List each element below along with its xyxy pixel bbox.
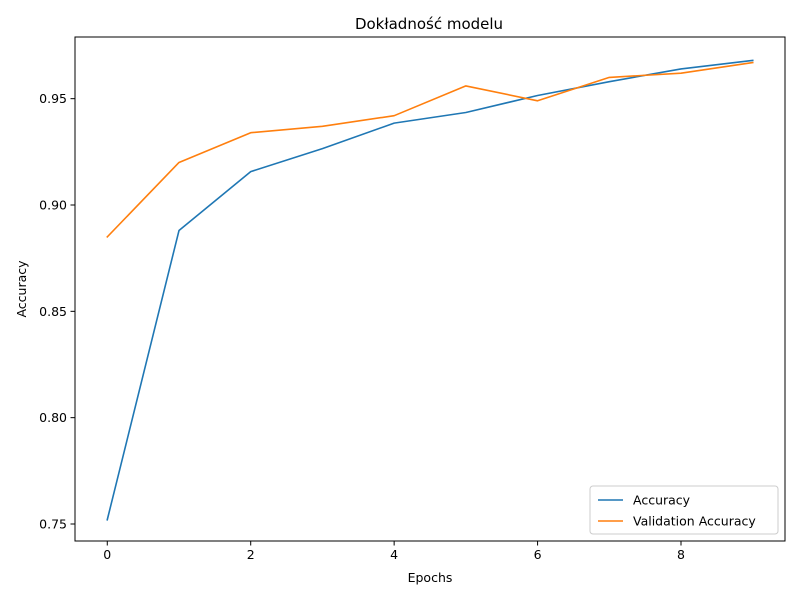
y-axis-label: Accuracy	[14, 260, 29, 318]
x-tick-label: 6	[534, 547, 542, 562]
x-axis-ticks: 0 2 4 6 8	[103, 541, 685, 562]
x-tick-label: 4	[390, 547, 398, 562]
y-tick-label: 0.85	[39, 304, 67, 319]
legend-box	[589, 485, 779, 535]
x-axis-label: Epochs	[408, 570, 453, 585]
x-tick-label: 2	[247, 547, 255, 562]
series-lines	[106, 59, 754, 521]
chart-title: Dokładność modelu	[355, 15, 503, 33]
y-axis-ticks: 0.75 0.80 0.85 0.90 0.95	[39, 91, 75, 531]
legend-label: Accuracy	[633, 493, 691, 508]
y-tick-label: 0.95	[39, 91, 67, 106]
y-tick-label: 0.75	[39, 516, 67, 531]
series-line-validation-accuracy	[106, 61, 754, 239]
x-tick-label: 0	[103, 547, 111, 562]
legend: Accuracy Validation Accuracy	[589, 485, 779, 535]
axes-frame	[74, 36, 786, 542]
legend-label: Validation Accuracy	[633, 514, 756, 529]
y-tick-label: 0.80	[39, 410, 67, 425]
y-tick-label: 0.90	[39, 198, 67, 213]
x-tick-label: 8	[677, 547, 685, 562]
